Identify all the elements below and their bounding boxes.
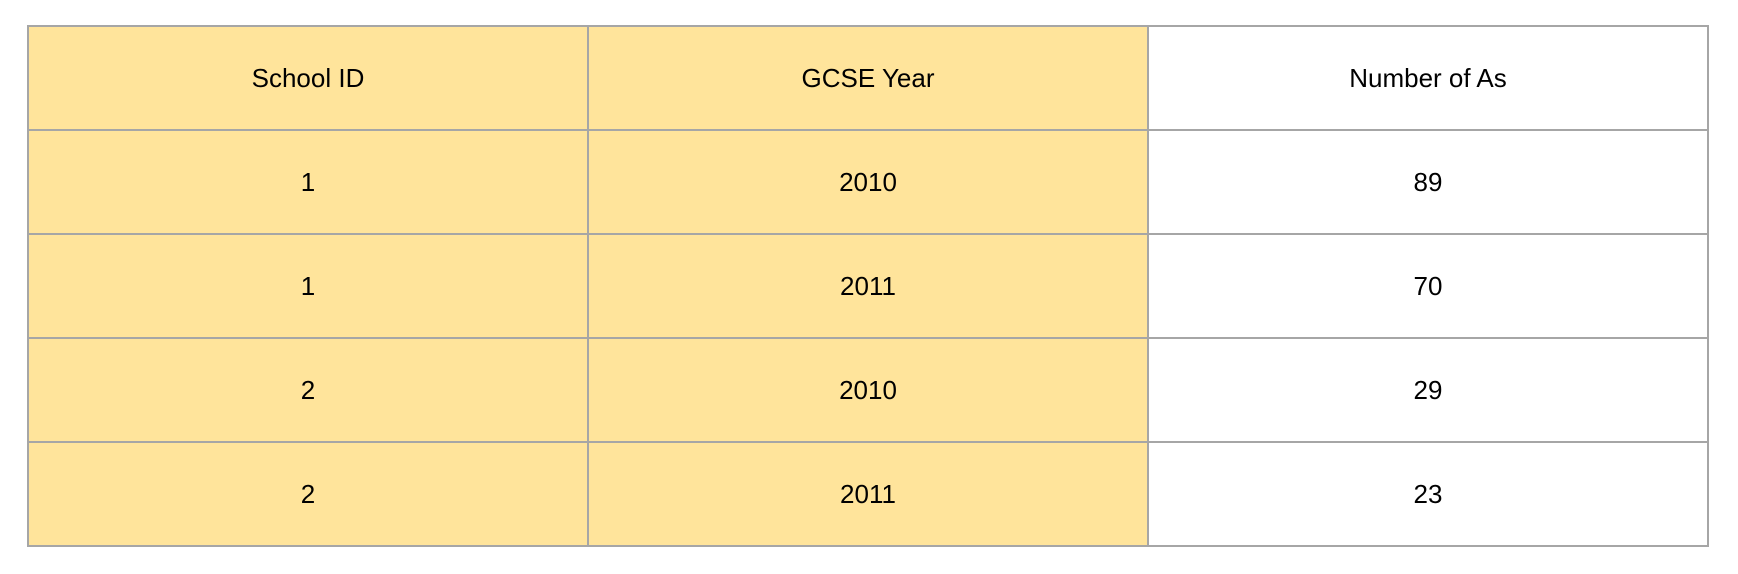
- cell-school-id: 2: [27, 337, 589, 443]
- cell-number-of-as: 89: [1147, 129, 1709, 235]
- table-row: 1 2011 70: [27, 233, 1709, 339]
- cell-number-of-as: 70: [1147, 233, 1709, 339]
- cell-gcse-year: 2010: [587, 129, 1149, 235]
- cell-gcse-year: 2011: [587, 233, 1149, 339]
- cell-school-id: 1: [27, 233, 589, 339]
- table-row: 2 2011 23: [27, 441, 1709, 547]
- cell-gcse-year: 2011: [587, 441, 1149, 547]
- data-table-container: School ID GCSE Year Number of As 1 2010 …: [27, 25, 1709, 547]
- cell-number-of-as: 23: [1147, 441, 1709, 547]
- header-number-of-as: Number of As: [1147, 25, 1709, 131]
- cell-school-id: 1: [27, 129, 589, 235]
- header-gcse-year: GCSE Year: [587, 25, 1149, 131]
- table-row: 2 2010 29: [27, 337, 1709, 443]
- cell-number-of-as: 29: [1147, 337, 1709, 443]
- gcse-results-table: School ID GCSE Year Number of As 1 2010 …: [27, 25, 1709, 547]
- table-row: 1 2010 89: [27, 129, 1709, 235]
- table-header-row: School ID GCSE Year Number of As: [27, 25, 1709, 131]
- cell-gcse-year: 2010: [587, 337, 1149, 443]
- cell-school-id: 2: [27, 441, 589, 547]
- header-school-id: School ID: [27, 25, 589, 131]
